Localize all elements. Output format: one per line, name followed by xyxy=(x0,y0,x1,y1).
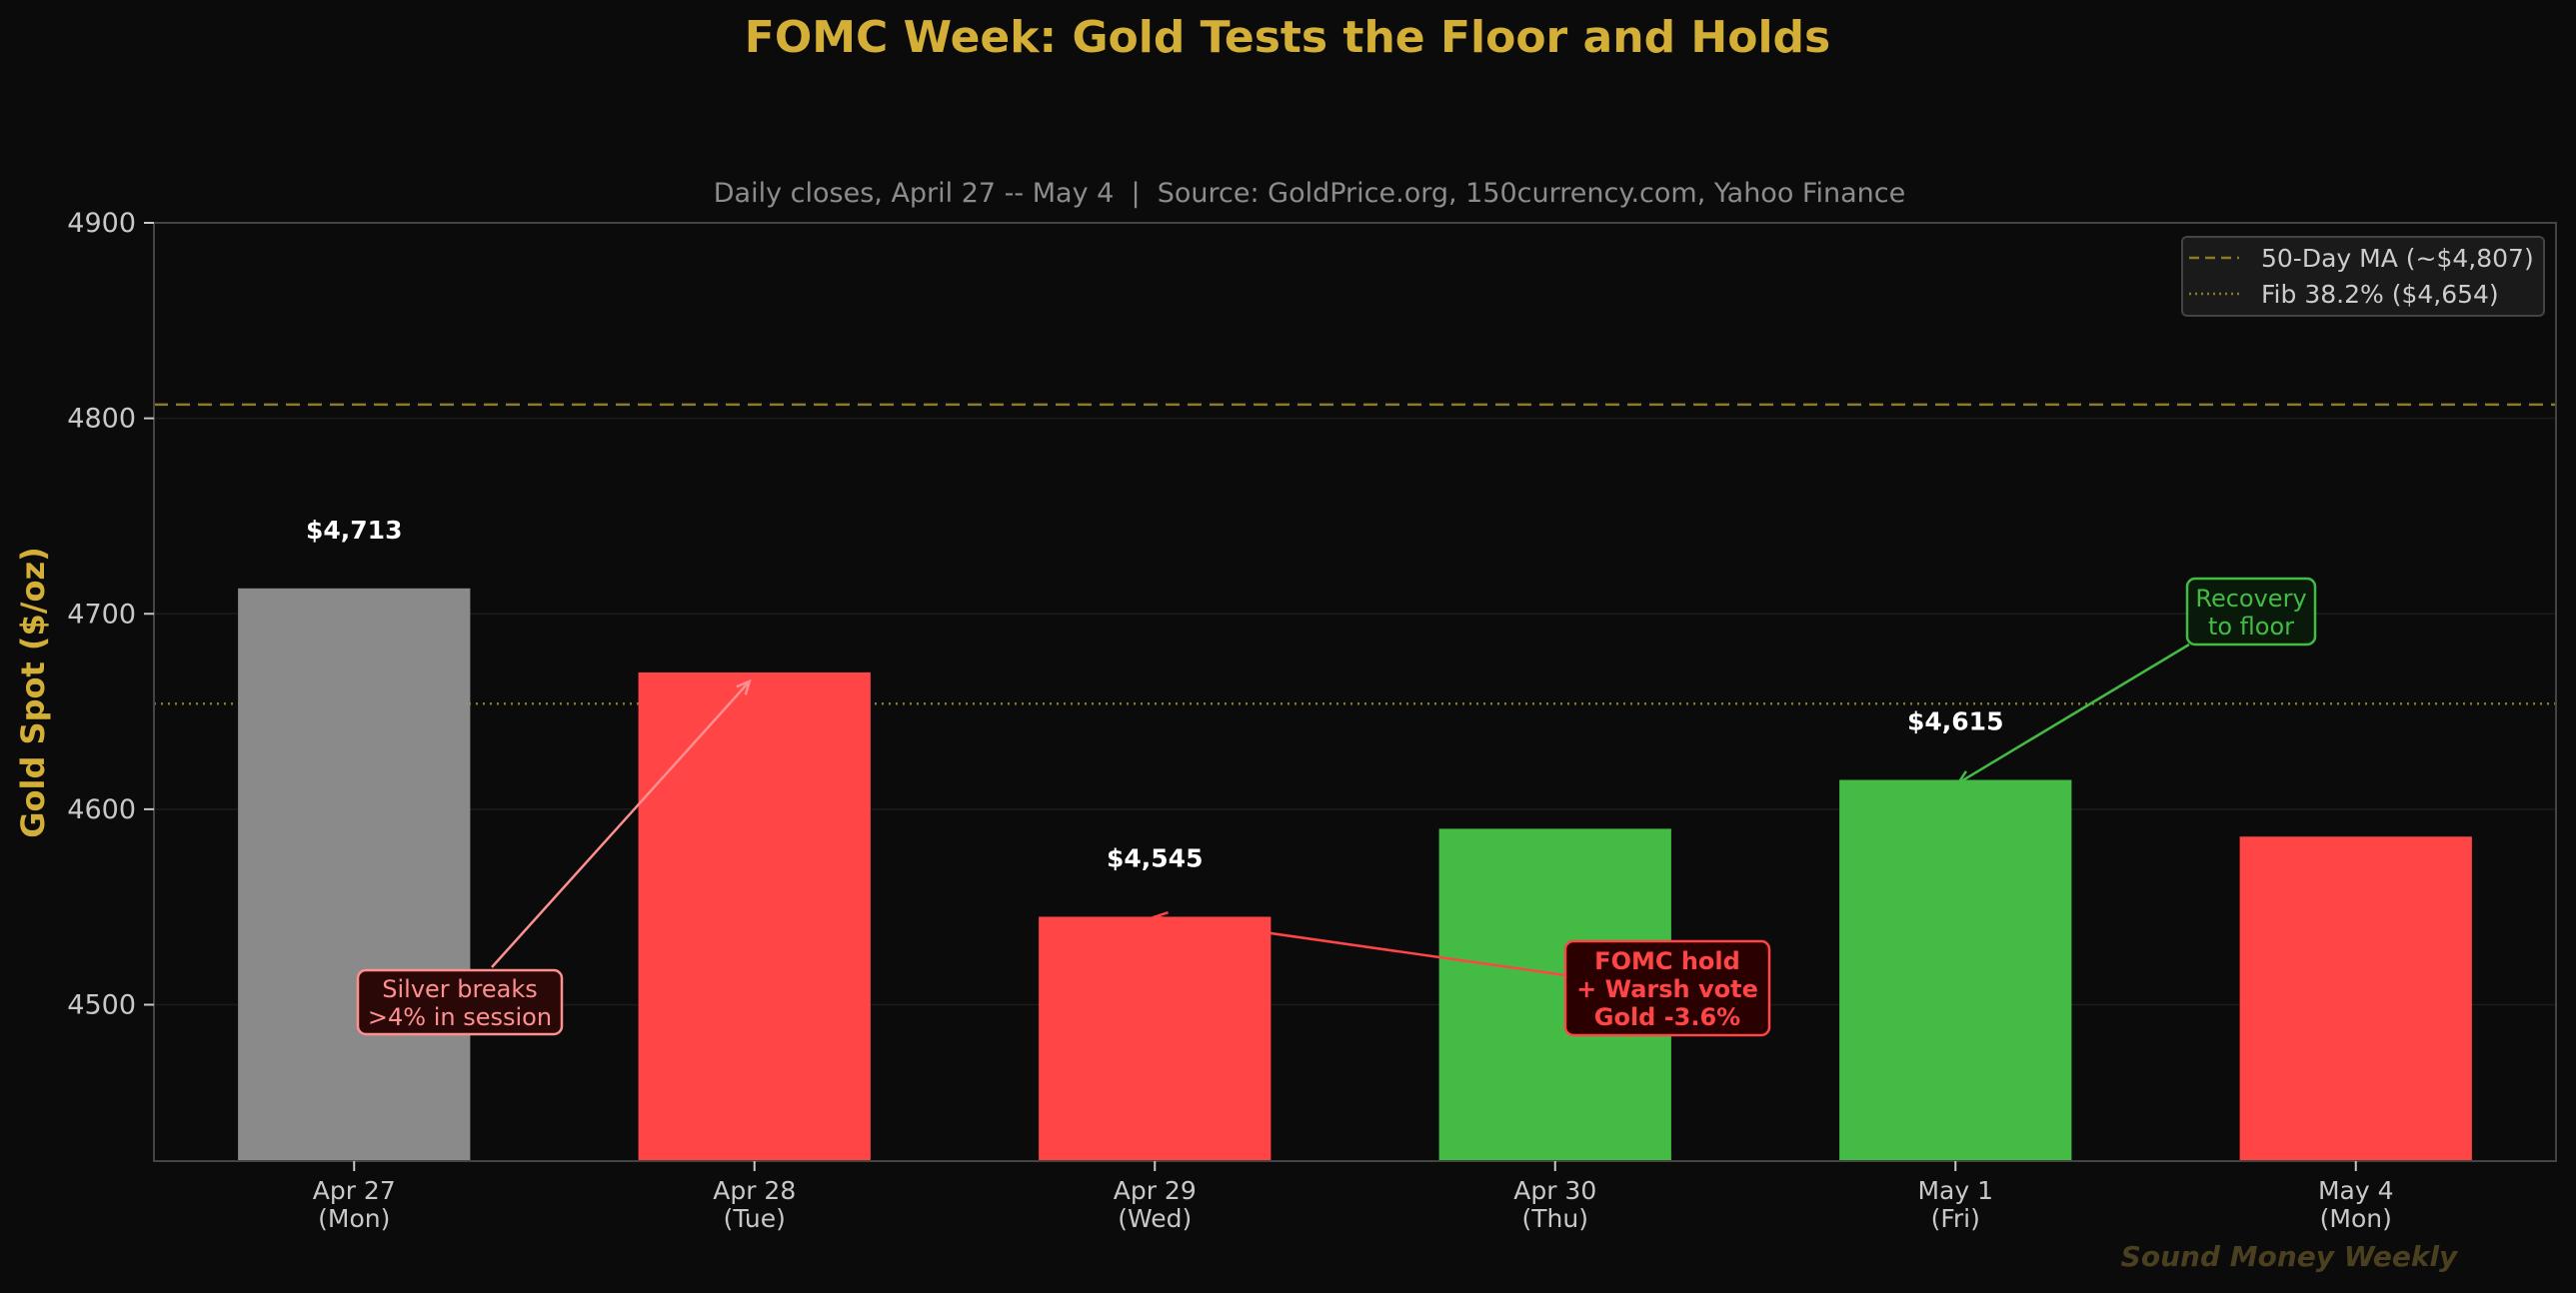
bar xyxy=(638,671,871,1161)
x-tick-label: Apr 28 (Tue) xyxy=(713,1176,796,1233)
x-tick-label: Apr 27 (Mon) xyxy=(313,1176,396,1233)
x-tick-label: Apr 29 (Wed) xyxy=(1114,1176,1197,1233)
y-tick-label: 4800 xyxy=(67,404,136,435)
plot-frame xyxy=(153,222,2557,1162)
annotation-text: Recovery to floor xyxy=(2195,585,2306,641)
data-label: $4,713 xyxy=(306,516,402,545)
annotation-text: FOMC hold + Warsh vote Gold -3.6% xyxy=(1576,947,1758,1031)
annotation-arrowhead xyxy=(1955,770,1973,785)
annotation-arrow xyxy=(1957,643,2190,784)
x-tick-label: May 4 (Mon) xyxy=(2318,1176,2394,1233)
bar xyxy=(1039,916,1272,1161)
watermark: Sound Money Weekly xyxy=(2121,1240,2459,1273)
data-label: $4,615 xyxy=(1907,707,2003,736)
bar xyxy=(238,588,471,1161)
annotation: FOMC hold + Warsh vote Gold -3.6% xyxy=(1152,911,1771,1037)
y-tick-label: 4600 xyxy=(67,794,136,825)
annotation-box xyxy=(1563,939,1771,1037)
data-label: $4,545 xyxy=(1107,843,1203,872)
annotation-arrowhead xyxy=(1152,911,1169,926)
legend-entry-ma: 50-Day MA (~$4,807) xyxy=(2261,244,2534,273)
annotation: Silver breaks >4% in session xyxy=(356,678,752,1036)
bar xyxy=(1839,779,2072,1161)
annotation-arrow xyxy=(491,680,751,968)
chart-title: FOMC Week: Gold Tests the Floor and Hold… xyxy=(745,12,1830,63)
annotation-box xyxy=(356,968,564,1036)
chart-subtitle: Daily closes, April 27 -- May 4 | Source… xyxy=(714,178,1905,209)
annotation: Recovery to floor xyxy=(1955,577,2317,785)
y-tick-label: 4700 xyxy=(67,599,136,630)
reference-lines xyxy=(154,403,2556,705)
annotation-arrowhead xyxy=(736,678,752,695)
x-tick-label: May 1 (Fri) xyxy=(1917,1176,1993,1233)
annotation-arrow xyxy=(1155,915,1566,977)
y-tick-label: 4900 xyxy=(67,208,136,239)
annotation-text: Silver breaks >4% in session xyxy=(368,975,552,1031)
y-tick-label: 4500 xyxy=(67,990,136,1021)
y-axis-ticks: 4500 4600 4700 4800 4900 xyxy=(67,208,154,1021)
bar xyxy=(2239,836,2472,1161)
x-axis-ticks: Apr 27 (Mon) Apr 28 (Tue) Apr 29 (Wed) Apr 30(… xyxy=(313,1161,2394,1233)
annotations: Silver breaks >4% in session FOMC hold + Wa… xyxy=(356,577,2317,1037)
x-tick-label: Apr 30 (Thu) xyxy=(1513,1176,1596,1233)
annotation-box xyxy=(2185,577,2317,646)
data-labels: $4,713 $4,545 $4,615 xyxy=(306,516,2003,873)
legend: 50-Day MA (~$4,807) Fib 38.2% ($4,654) xyxy=(2181,236,2545,317)
bars xyxy=(238,588,2472,1161)
y-axis-label: Gold Spot ($/oz) xyxy=(14,547,52,837)
legend-box xyxy=(2181,236,2545,317)
legend-entry-fib: Fib 38.2% ($4,654) xyxy=(2261,280,2499,309)
